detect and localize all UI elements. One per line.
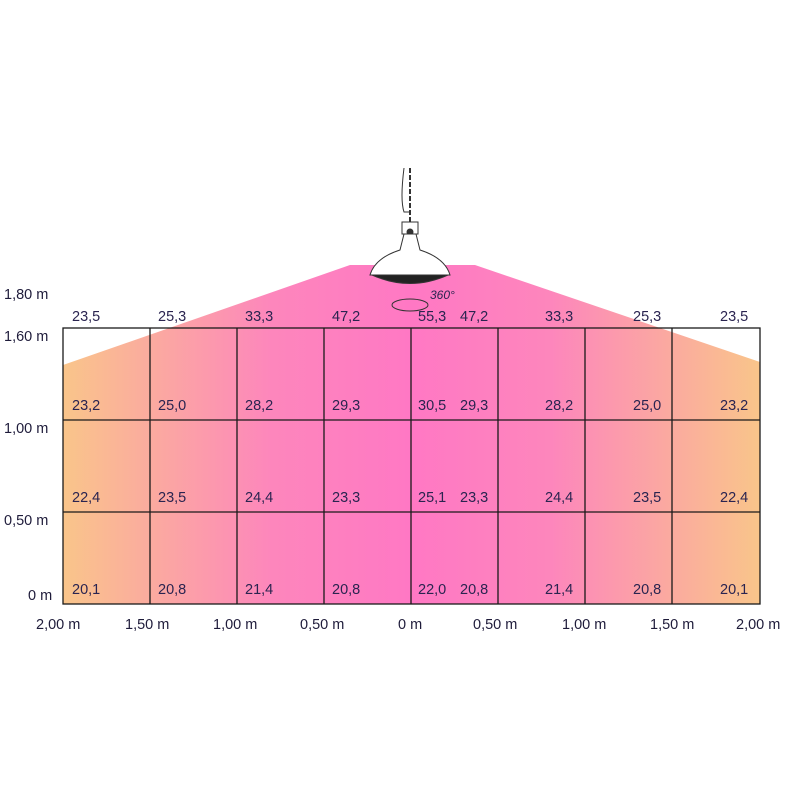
temperature-value: 22,4 bbox=[720, 490, 749, 506]
x-axis-label: 0,50 m bbox=[300, 617, 345, 633]
temperature-value: 23,5 bbox=[720, 309, 749, 325]
rotation-label: 360° bbox=[430, 288, 455, 302]
temperature-value: 23,2 bbox=[720, 398, 749, 414]
x-axis-label: 2,00 m bbox=[36, 617, 81, 633]
y-axis-label: 0 m bbox=[28, 588, 53, 604]
temperature-value: 28,2 bbox=[245, 398, 274, 414]
temperature-value: 23,5 bbox=[72, 309, 101, 325]
temperature-value: 47,2 bbox=[332, 309, 361, 325]
temperature-value: 33,3 bbox=[545, 309, 574, 325]
temperature-value: 25,3 bbox=[158, 309, 187, 325]
x-axis-label: 1,50 m bbox=[125, 617, 170, 633]
temperature-value: 30,5 bbox=[418, 398, 447, 414]
x-axis-label: 0 m bbox=[398, 617, 423, 633]
grid bbox=[62, 327, 761, 605]
temperature-value: 23,5 bbox=[158, 490, 187, 506]
x-axis-label: 1,00 m bbox=[213, 617, 258, 633]
temperature-value: 22,4 bbox=[72, 490, 101, 506]
temperature-value: 23,3 bbox=[332, 490, 361, 506]
temperature-value: 20,8 bbox=[460, 582, 489, 598]
temperature-value: 55,3 bbox=[418, 309, 447, 325]
temperature-value: 20,8 bbox=[332, 582, 361, 598]
temperature-value: 20,8 bbox=[633, 582, 662, 598]
temperature-value: 24,4 bbox=[545, 490, 574, 506]
temperature-value: 25,0 bbox=[158, 398, 187, 414]
y-axis-label: 1,80 m bbox=[4, 287, 49, 303]
x-axis-label: 0,50 m bbox=[473, 617, 518, 633]
y-axis-label: 1,00 m bbox=[4, 421, 49, 437]
temperature-value: 23,5 bbox=[633, 490, 662, 506]
temperature-value: 25,3 bbox=[633, 309, 662, 325]
temperature-value: 21,4 bbox=[545, 582, 574, 598]
temperature-value: 20,8 bbox=[158, 582, 187, 598]
x-axis-label: 1,50 m bbox=[650, 617, 695, 633]
temperature-value: 24,4 bbox=[245, 490, 274, 506]
temperature-value: 25,0 bbox=[633, 398, 662, 414]
temperature-value: 25,1 bbox=[418, 490, 447, 506]
temperature-value: 20,1 bbox=[72, 582, 101, 598]
temperature-value: 23,2 bbox=[72, 398, 101, 414]
temperature-value: 29,3 bbox=[460, 398, 489, 414]
y-axis-label: 1,60 m bbox=[4, 329, 49, 345]
temperature-value: 23,3 bbox=[460, 490, 489, 506]
temperature-value: 20,1 bbox=[720, 582, 749, 598]
x-axis-label: 2,00 m bbox=[736, 617, 781, 633]
x-axis-label: 1,00 m bbox=[562, 617, 607, 633]
temperature-value: 21,4 bbox=[245, 582, 274, 598]
temperature-value: 28,2 bbox=[545, 398, 574, 414]
temperature-value: 47,2 bbox=[460, 309, 489, 325]
temperature-value: 22,0 bbox=[418, 582, 447, 598]
temperature-value: 29,3 bbox=[332, 398, 361, 414]
y-axis-label: 0,50 m bbox=[4, 513, 49, 529]
heater-icon bbox=[369, 167, 451, 312]
temperature-value: 33,3 bbox=[245, 309, 274, 325]
